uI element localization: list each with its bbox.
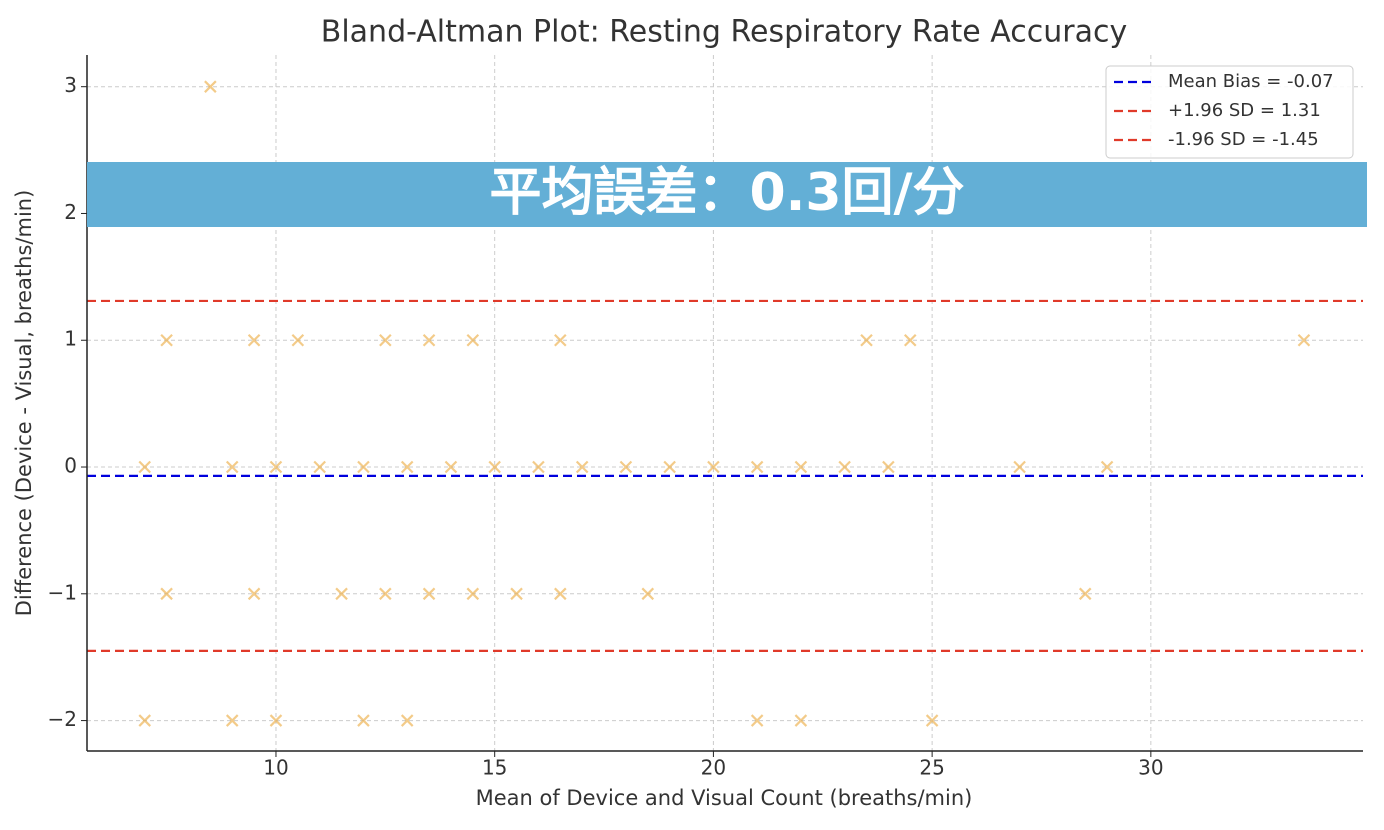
point: [247, 333, 261, 347]
point: [138, 714, 152, 727]
point: [750, 714, 764, 727]
point: [1297, 333, 1311, 347]
point: [422, 333, 436, 347]
point: [794, 460, 808, 474]
point: [794, 714, 808, 727]
point: [160, 333, 173, 347]
point: [225, 460, 239, 474]
y-tick-label: −2: [48, 707, 77, 731]
point: [466, 587, 480, 601]
point: [554, 587, 567, 601]
point: [1078, 587, 1092, 601]
point: [860, 333, 873, 347]
point: [357, 714, 370, 727]
point: [925, 714, 939, 727]
point: [750, 460, 764, 474]
y-tick-label: −1: [48, 580, 77, 604]
legend-label: -1.96 SD = -1.45: [1168, 129, 1319, 150]
point: [663, 460, 676, 474]
x-tick-label: 20: [701, 756, 726, 780]
point: [160, 587, 173, 601]
point: [554, 333, 567, 347]
point: [269, 714, 283, 727]
point: [422, 587, 436, 601]
y-axis-label: Difference (Device - Visual, breaths/min…: [12, 190, 36, 617]
point: [641, 587, 655, 601]
point: [882, 460, 895, 474]
point: [204, 80, 217, 93]
point: [225, 714, 239, 727]
legend: [1105, 65, 1354, 159]
point: [838, 460, 851, 474]
point: [466, 333, 480, 347]
point: [138, 460, 152, 474]
point: [313, 460, 326, 474]
point: [1013, 460, 1026, 474]
point: [444, 460, 458, 474]
point: [575, 460, 589, 474]
point: [269, 460, 283, 474]
x-tick-label: 25: [919, 756, 944, 780]
x-axis-label: Mean of Device and Visual Count (breaths…: [476, 786, 973, 810]
x-tick-label: 30: [1138, 756, 1163, 780]
point: [532, 460, 545, 474]
y-tick-label: 3: [64, 73, 77, 97]
point: [1100, 460, 1114, 474]
annotation-text: 平均誤差：0.3回/分: [489, 163, 964, 223]
point: [400, 714, 414, 727]
x-tick-label: 10: [263, 756, 288, 780]
point: [903, 333, 917, 347]
y-tick-label: 2: [64, 200, 77, 224]
point: [291, 333, 305, 347]
y-tick-label: 1: [64, 327, 77, 351]
point: [400, 460, 414, 474]
point: [379, 587, 392, 601]
point: [510, 587, 523, 601]
point: [707, 460, 720, 474]
annotation-banner: [87, 162, 1367, 227]
y-tick-label: 0: [64, 454, 77, 478]
point: [379, 333, 392, 347]
point: [247, 587, 261, 601]
point: [335, 587, 348, 601]
legend-label: Mean Bias = -0.07: [1168, 71, 1334, 92]
x-tick-label: 15: [482, 756, 507, 780]
point: [619, 460, 633, 474]
point: [357, 460, 370, 474]
chart-title: Bland-Altman Plot: Resting Respiratory R…: [321, 15, 1127, 50]
point: [488, 460, 501, 474]
legend-label: +1.96 SD = 1.31: [1168, 100, 1321, 121]
